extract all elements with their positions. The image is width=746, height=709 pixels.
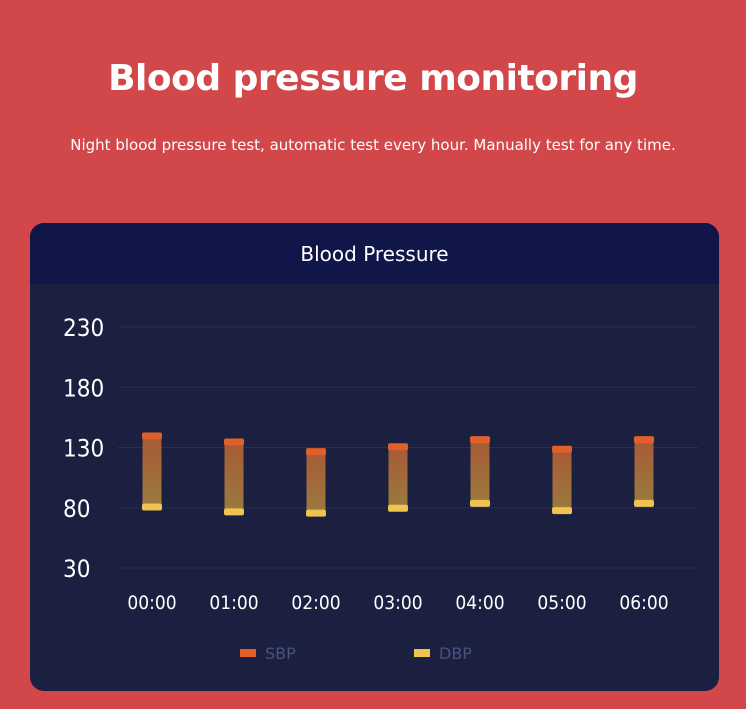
dbp-marker <box>142 503 162 511</box>
x-tick-label: 03:00 <box>373 592 422 614</box>
legend-swatch-dbp <box>414 649 430 657</box>
x-tick-label: 06:00 <box>619 592 668 614</box>
sbp-marker <box>388 443 408 451</box>
legend-swatch-sbp <box>240 649 256 657</box>
dbp-marker <box>552 507 572 515</box>
y-tick-label: 230 <box>63 314 104 342</box>
dbp-marker <box>388 504 408 512</box>
y-tick-label: 130 <box>63 435 104 463</box>
legend-label-dbp: DBP <box>439 644 472 663</box>
page-subtitle: Night blood pressure test, automatic tes… <box>70 136 676 154</box>
x-tick-label: 05:00 <box>537 592 586 614</box>
bp-range-bar <box>470 439 490 503</box>
sbp-marker <box>470 436 490 444</box>
dbp-marker <box>224 508 244 516</box>
x-tick-label: 01:00 <box>209 592 258 614</box>
page-headline: Blood pressure monitoring <box>108 58 638 99</box>
sbp-marker <box>306 448 326 456</box>
bp-range-bar <box>224 441 244 512</box>
blood-pressure-card: Blood Pressure 230 180 130 80 30 00:00 01:00 02… <box>30 223 719 691</box>
dbp-marker <box>306 509 326 517</box>
dbp-marker <box>634 499 654 507</box>
bp-range-bar <box>388 446 408 508</box>
sbp-marker <box>634 436 654 444</box>
sbp-marker <box>142 432 162 440</box>
chart-title: Blood Pressure <box>300 242 449 266</box>
legend-label-sbp: SBP <box>265 644 296 663</box>
bp-range-bar <box>142 435 162 507</box>
bp-range-bar <box>552 448 572 511</box>
bp-range-bar <box>634 439 654 503</box>
x-tick-label: 00:00 <box>127 592 176 614</box>
y-tick-label: 180 <box>63 374 104 402</box>
card-header: Blood Pressure <box>30 223 719 284</box>
bp-range-bar <box>306 451 326 513</box>
y-tick-label: 80 <box>63 495 90 523</box>
dbp-marker <box>470 499 490 507</box>
sbp-marker <box>552 445 572 453</box>
y-tick-label: 30 <box>63 555 90 583</box>
blood-pressure-chart: 230 180 130 80 30 00:00 01:00 02:00 03:00 04:00 05… <box>63 314 698 663</box>
x-tick-label: 04:00 <box>455 592 504 614</box>
x-tick-label: 02:00 <box>291 592 340 614</box>
sbp-marker <box>224 438 244 446</box>
